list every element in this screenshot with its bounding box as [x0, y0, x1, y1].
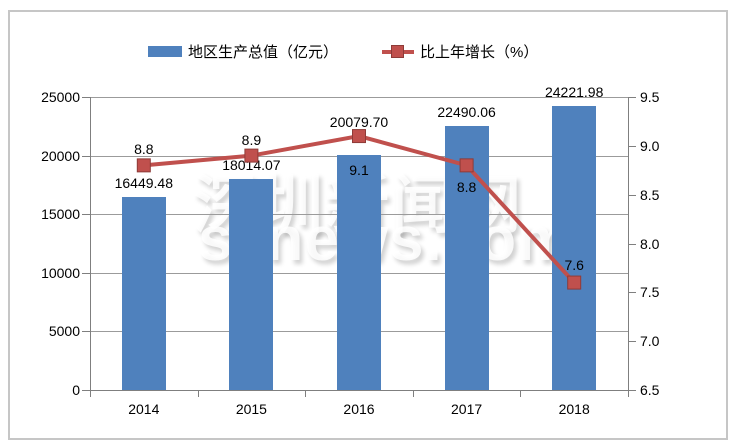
growth-point-marker — [352, 129, 366, 144]
left-axis-tick — [82, 155, 90, 157]
x-axis-tick — [305, 390, 307, 397]
chart-legend: 地区生产总值（亿元） 比上年增长（%） — [148, 41, 538, 62]
growth-value-label: 8.8 — [456, 179, 477, 196]
line-series-marker-icon — [382, 44, 415, 59]
gdp-bar-value-label: 20079.70 — [329, 113, 389, 130]
gdp-bar — [229, 178, 274, 390]
gdp-bar — [337, 154, 381, 390]
growth-value-label: 8.8 — [134, 141, 154, 158]
bottom-axis-line — [82, 390, 636, 391]
right-axis-tick-label: 7.5 — [640, 284, 660, 301]
left-axis-tick-label: 0 — [72, 382, 80, 398]
gdp-bar-value-label: 22490.06 — [437, 104, 496, 121]
growth-value-label: 7.6 — [564, 256, 584, 273]
x-axis-tick — [412, 390, 414, 397]
gdp-bar-value-label: 24221.98 — [544, 84, 604, 101]
right-axis-tick-label: 9.5 — [640, 89, 660, 105]
growth-value-label: 8.9 — [241, 131, 262, 148]
right-axis-tick — [628, 390, 636, 391]
h-gridline — [90, 97, 628, 98]
right-axis-tick-label: 9.0 — [640, 137, 660, 154]
growth-point-marker — [567, 275, 582, 290]
gdp-bar-value-label: 18014.07 — [222, 156, 281, 173]
left-axis-tick-label: 10000 — [41, 264, 80, 281]
right-axis-tick — [628, 243, 636, 245]
left-axis-tick — [82, 214, 90, 216]
right-axis-tick-label: 8.5 — [640, 186, 660, 203]
growth-line — [143, 134, 576, 284]
left-axis-tick — [82, 97, 90, 98]
left-axis-tick-label: 5000 — [48, 323, 80, 340]
left-axis-tick-label: 20000 — [41, 147, 80, 164]
growth-point-marker — [459, 158, 474, 173]
x-axis-category-label: 2015 — [235, 401, 267, 417]
gdp-bar-value-label: 16449.48 — [114, 175, 173, 192]
right-axis-tick-label: 7.0 — [640, 333, 660, 350]
right-axis-tick — [628, 97, 636, 98]
x-axis-category-label: 2014 — [128, 401, 160, 417]
x-axis-tick — [90, 390, 91, 397]
legend-label-gdp: 地区生产总值（亿元） — [188, 44, 339, 61]
left-axis-tick — [82, 331, 90, 333]
left-axis-line — [90, 97, 91, 390]
legend-label-growth: 比上年增长（%） — [420, 44, 539, 61]
x-axis-tick — [197, 390, 199, 397]
x-axis-tick — [520, 390, 522, 397]
right-axis-tick — [628, 341, 636, 343]
right-axis-tick — [628, 145, 636, 147]
x-axis-tick — [628, 390, 629, 397]
right-axis-tick — [628, 194, 636, 196]
left-axis-tick — [82, 272, 90, 274]
right-axis-tick — [628, 292, 636, 294]
right-axis-tick-label: 8.0 — [640, 235, 660, 252]
gdp-bar — [552, 106, 597, 390]
x-axis-category-label: 2017 — [451, 401, 483, 417]
growth-point-marker — [136, 158, 151, 173]
right-axis-tick-label: 6.5 — [640, 382, 660, 398]
gdp-bar — [121, 197, 166, 390]
legend-item-gdp: 地区生产总值（亿元） — [148, 41, 338, 62]
chart-outer-border — [8, 10, 728, 440]
left-axis-tick-label: 15000 — [41, 206, 80, 223]
x-axis-category-label: 2018 — [558, 401, 590, 417]
bar-series-swatch-icon — [148, 46, 182, 57]
growth-value-label: 9.1 — [349, 162, 369, 179]
left-axis-tick-label: 25000 — [41, 89, 80, 105]
legend-item-growth: 比上年增长（%） — [382, 41, 538, 62]
growth-point-marker — [244, 148, 259, 163]
growth-line-series — [136, 129, 582, 290]
x-axis-category-label: 2016 — [343, 401, 375, 417]
